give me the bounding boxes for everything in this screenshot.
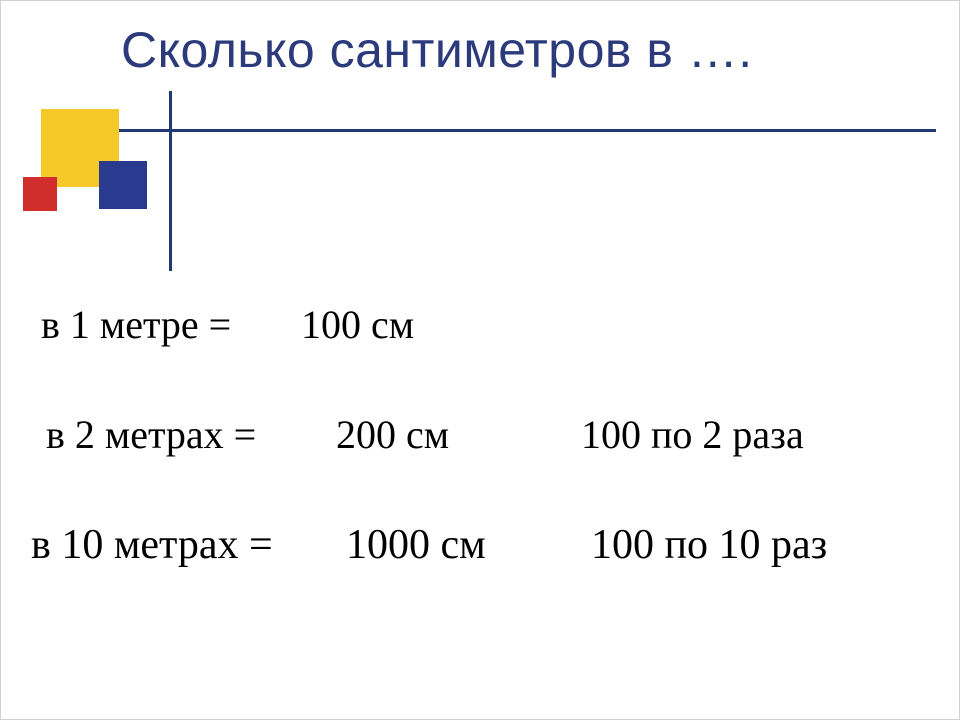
row3-lhs: в 10 метрах = xyxy=(31,521,273,569)
row2-lhs: в 2 метрах = xyxy=(46,411,256,458)
title-vertical-line xyxy=(169,91,172,271)
blue-square-icon xyxy=(99,161,147,209)
page-title: Сколько сантиметров в …. xyxy=(121,21,753,79)
red-square-icon xyxy=(23,177,57,211)
row2-rhs: 200 см xyxy=(336,411,449,458)
row2-note: 100 по 2 раза xyxy=(581,411,804,458)
row3-rhs: 1000 см xyxy=(346,521,486,569)
title-underline xyxy=(96,129,936,132)
row1-rhs: 100 см xyxy=(301,301,414,348)
row1-lhs: в 1 метре = xyxy=(41,301,231,348)
slide: Сколько сантиметров в …. в 1 метре = 100… xyxy=(0,0,960,720)
row3-note: 100 по 10 раз xyxy=(591,521,827,569)
